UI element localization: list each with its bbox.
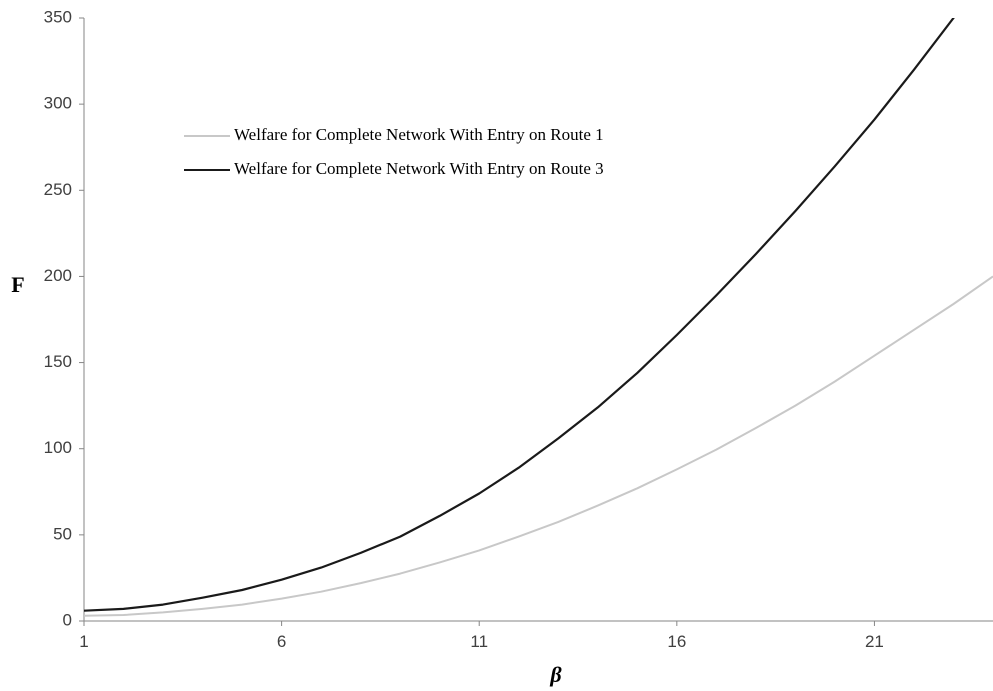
x-ticks: 1 6 11 16 21 bbox=[79, 621, 884, 651]
y-axis-title: F bbox=[11, 272, 24, 297]
x-tick-label: 1 bbox=[79, 632, 88, 651]
y-ticks: 0 50 100 150 200 250 300 350 bbox=[44, 7, 84, 629]
series-lines bbox=[84, 18, 993, 617]
y-tick-label: 150 bbox=[44, 352, 72, 371]
y-tick-label: 250 bbox=[44, 180, 72, 199]
y-tick-label: 350 bbox=[44, 7, 72, 26]
axes bbox=[83, 18, 993, 622]
y-tick-label: 0 bbox=[63, 610, 72, 629]
y-tick-label: 50 bbox=[53, 524, 72, 543]
legend-label-1: Welfare for Complete Network With Entry … bbox=[234, 125, 604, 144]
y-tick-label: 100 bbox=[44, 438, 72, 457]
y-tick-label: 200 bbox=[44, 266, 72, 285]
y-tick-label: 300 bbox=[44, 94, 72, 113]
x-tick-label: 6 bbox=[277, 632, 286, 651]
x-tick-label: 16 bbox=[667, 632, 686, 651]
legend-label-2: Welfare for Complete Network With Entry … bbox=[234, 159, 604, 178]
series-line-1 bbox=[84, 275, 993, 617]
series-line-2 bbox=[84, 18, 955, 612]
legend: Welfare for Complete Network With Entry … bbox=[184, 125, 604, 178]
x-tick-label: 21 bbox=[865, 632, 884, 651]
x-tick-label: 11 bbox=[470, 632, 488, 651]
x-axis-title: β bbox=[549, 662, 562, 687]
